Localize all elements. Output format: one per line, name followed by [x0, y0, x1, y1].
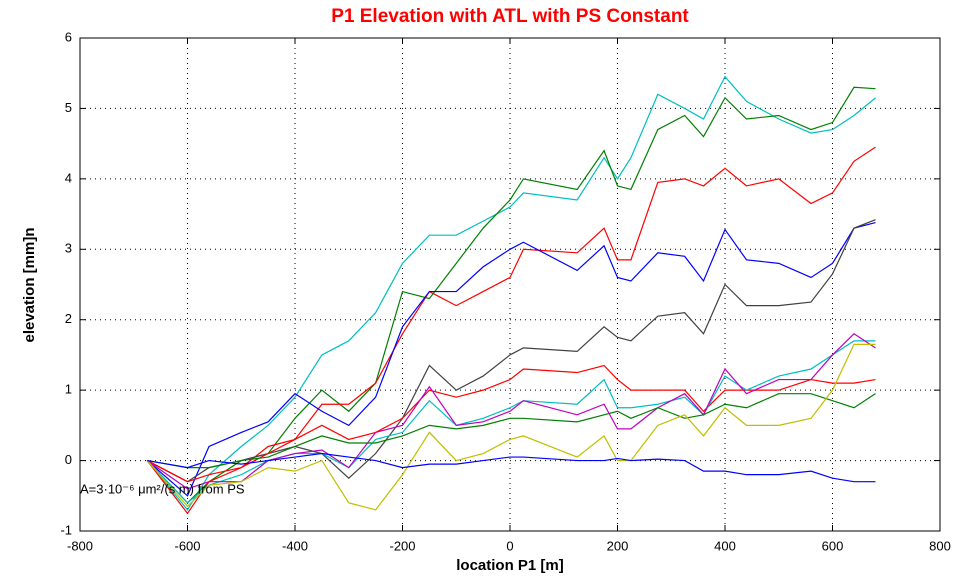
y-tick-label: 5	[65, 100, 72, 115]
y-tick-label: 4	[65, 170, 72, 185]
series-line	[146, 75, 876, 511]
y-tick-label: 6	[65, 29, 72, 44]
x-tick-label: -200	[389, 538, 415, 553]
series-line	[146, 146, 876, 515]
series-line	[146, 343, 876, 511]
series-line	[146, 364, 876, 483]
y-tick-label: 0	[65, 452, 72, 467]
series-line	[146, 219, 876, 483]
series-line	[146, 86, 876, 504]
x-tick-label: 800	[929, 538, 951, 553]
y-tick-label: 2	[65, 311, 72, 326]
y-tick-label: -1	[60, 522, 72, 537]
y-axis-label: elevation [mm]n	[21, 227, 38, 342]
series-line	[146, 333, 876, 490]
chart-title: P1 Elevation with ATL with PS Constant	[331, 6, 689, 27]
x-tick-label: 400	[714, 538, 736, 553]
x-axis-label: location P1 [m]	[456, 557, 564, 574]
y-tick-label: 3	[65, 241, 72, 256]
x-tick-label: -600	[174, 538, 200, 553]
x-tick-label: 600	[822, 538, 844, 553]
x-tick-label: 200	[607, 538, 629, 553]
series-line	[146, 221, 876, 497]
x-tick-label: -400	[282, 538, 308, 553]
plot-frame	[79, 37, 941, 532]
annotation: A=3·10⁻⁶ μm²/(s m) from PS	[80, 481, 245, 496]
x-tick-label: 0	[506, 538, 513, 553]
x-tick-label: -800	[67, 538, 93, 553]
y-tick-label: 1	[65, 382, 72, 397]
series-line	[147, 393, 876, 469]
series-line	[147, 452, 876, 483]
